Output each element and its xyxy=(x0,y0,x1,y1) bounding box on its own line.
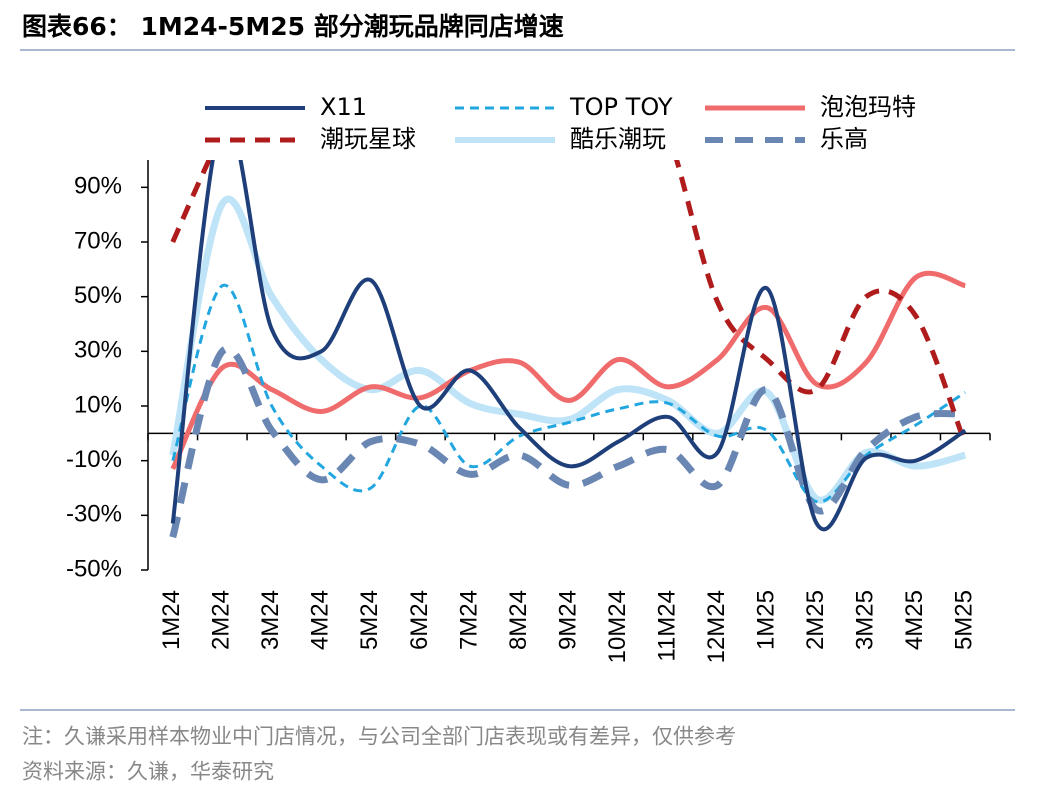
y-tick-label: -30% xyxy=(66,501,122,528)
legend-label: TOP TOY xyxy=(569,93,673,121)
x-tick-label: 5M25 xyxy=(951,590,978,650)
series-line xyxy=(169,345,966,539)
series-line xyxy=(170,270,966,470)
legend-label: 酷乐潮玩 xyxy=(570,125,666,153)
series-line xyxy=(169,195,967,504)
note: 注：久谦采用样本物业中门店情况，与公司全部门店表现或有差异，仅供参考 xyxy=(22,725,736,749)
y-tick-label: 70% xyxy=(74,227,122,254)
x-tick-label: 2M25 xyxy=(802,590,829,650)
plot-area xyxy=(169,160,968,539)
y-tick-label: 10% xyxy=(74,391,122,418)
x-tick-label: 2M24 xyxy=(208,590,235,650)
x-tick-label: 3M24 xyxy=(257,590,284,650)
x-tick-label: 12M24 xyxy=(703,590,730,663)
x-tick-label: 6M24 xyxy=(406,590,433,650)
x-tick-label: 5M24 xyxy=(356,590,383,650)
legend-label: 泡泡玛特 xyxy=(820,93,916,121)
legend-label: X11 xyxy=(320,93,367,121)
legend-label: 潮玩星球 xyxy=(320,125,416,153)
x-tick-label: 4M25 xyxy=(901,590,928,650)
y-tick-label: 30% xyxy=(74,337,122,364)
x-tick-label: 4M24 xyxy=(307,590,334,650)
x-tick-label: 1M25 xyxy=(752,590,779,650)
chart-title: 图表66： 1M24-5M25 部分潮玩品牌同店增速 xyxy=(22,12,564,41)
y-tick-label: -10% xyxy=(66,446,122,473)
y-tick-label: -50% xyxy=(66,555,122,582)
x-tick-label: 9M24 xyxy=(554,590,581,650)
series-line xyxy=(170,160,967,532)
x-tick-label: 7M24 xyxy=(455,590,482,650)
x-tick-label: 3M25 xyxy=(852,590,879,650)
y-tick-label: 50% xyxy=(74,282,122,309)
legend-label: 乐高 xyxy=(820,125,868,153)
source: 资料来源：久谦，华泰研究 xyxy=(22,760,274,784)
x-tick-label: 1M24 xyxy=(158,590,185,650)
x-tick-label: 10M24 xyxy=(604,590,631,663)
y-tick-label: 90% xyxy=(74,173,122,200)
x-tick-label: 11M24 xyxy=(653,590,680,662)
x-tick-label: 8M24 xyxy=(505,590,532,650)
